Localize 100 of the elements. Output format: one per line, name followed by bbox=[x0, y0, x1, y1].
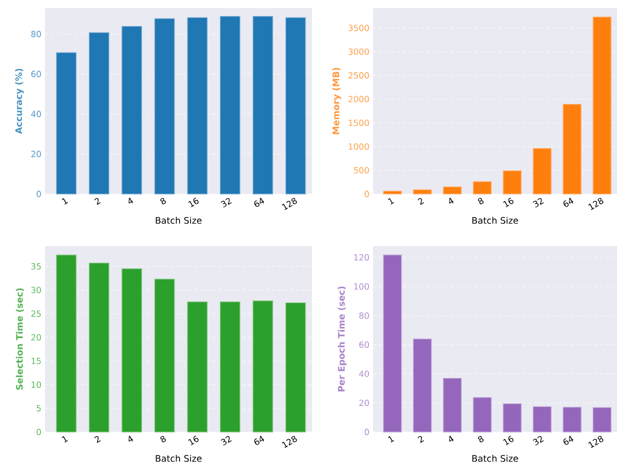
bar bbox=[413, 189, 432, 194]
bar bbox=[252, 16, 274, 194]
bar bbox=[220, 16, 240, 194]
y-tick-label: 5 bbox=[36, 405, 41, 412]
bar bbox=[592, 407, 612, 432]
y-tick-label: 0 bbox=[36, 190, 41, 198]
bar bbox=[502, 403, 522, 432]
bar bbox=[220, 302, 240, 432]
bar bbox=[56, 254, 76, 432]
x-tick-label: 4 bbox=[128, 436, 133, 442]
x-tick-label: 128 bbox=[588, 436, 604, 448]
y-tick-label: 1000 bbox=[348, 143, 369, 150]
x-tick-label: 8 bbox=[478, 198, 484, 204]
bar bbox=[532, 406, 552, 432]
x-tick-label: 64 bbox=[254, 198, 264, 207]
x-tick-label: 4 bbox=[449, 198, 454, 204]
x-tick-label: 4 bbox=[128, 198, 133, 204]
x-tick-label: 1 bbox=[388, 198, 394, 205]
y-tick-label: 40 bbox=[31, 110, 41, 118]
y-tick-label: 3000 bbox=[348, 48, 369, 55]
bar bbox=[88, 262, 110, 432]
y-tick-label: 40 bbox=[359, 370, 369, 377]
y-tick-label: 20 bbox=[359, 400, 369, 406]
x-tick-label: 8 bbox=[160, 198, 166, 204]
x-tick-label: 16 bbox=[503, 436, 514, 446]
x-axis-title: Batch Size bbox=[472, 216, 518, 224]
y-tick-label: 1500 bbox=[348, 120, 369, 126]
bar bbox=[187, 17, 208, 194]
y-tick-label: 20 bbox=[31, 334, 41, 341]
x-axis-title: Batch Size bbox=[472, 454, 518, 462]
bar bbox=[187, 302, 208, 432]
y-tick-label: 80 bbox=[31, 30, 41, 38]
bar bbox=[252, 300, 274, 432]
y-tick-label: 0 bbox=[364, 190, 369, 198]
y-tick-label: 20 bbox=[31, 150, 41, 158]
y-tick-label: 2500 bbox=[348, 72, 369, 79]
x-tick-label: 2 bbox=[418, 436, 424, 443]
x-tick-label: 8 bbox=[478, 436, 484, 442]
bar bbox=[443, 378, 462, 432]
y-axis-title: Per Epoch Time (sec) bbox=[338, 286, 346, 392]
y-tick-label: 10 bbox=[32, 381, 41, 388]
bar bbox=[154, 18, 175, 194]
x-tick-label: 32 bbox=[220, 198, 232, 208]
y-tick-label: 100 bbox=[354, 283, 369, 290]
x-tick-label: 128 bbox=[282, 198, 297, 210]
bar bbox=[285, 302, 306, 432]
bar bbox=[472, 181, 492, 194]
bar bbox=[532, 148, 552, 194]
x-tick-label: 4 bbox=[449, 436, 454, 442]
x-tick-label: 16 bbox=[188, 198, 199, 208]
y-tick-label: 120 bbox=[354, 254, 369, 261]
bar bbox=[285, 17, 306, 194]
bar bbox=[562, 406, 582, 432]
x-tick-label: 32 bbox=[532, 198, 544, 208]
x-tick-label: 16 bbox=[188, 436, 199, 446]
x-tick-label: 2 bbox=[94, 436, 101, 443]
bar bbox=[383, 190, 402, 194]
x-tick-label: 32 bbox=[220, 436, 232, 446]
x-tick-label: 128 bbox=[588, 198, 604, 210]
bar bbox=[88, 32, 110, 194]
x-tick-label: 1 bbox=[62, 198, 68, 205]
bar bbox=[56, 52, 76, 194]
bar bbox=[443, 186, 462, 194]
y-tick-label: 60 bbox=[359, 341, 369, 348]
x-tick-label: 2 bbox=[94, 198, 101, 205]
x-tick-label: 64 bbox=[564, 198, 574, 207]
y-tick-label: 15 bbox=[32, 358, 41, 364]
x-tick-label: 128 bbox=[282, 436, 297, 448]
y-axis-title: Selection Time (sec) bbox=[16, 288, 24, 390]
y-tick-label: 3500 bbox=[348, 24, 369, 32]
bar bbox=[562, 104, 582, 194]
bar bbox=[383, 254, 402, 432]
bar bbox=[472, 397, 492, 432]
y-tick-label: 30 bbox=[31, 286, 41, 294]
y-tick-label: 80 bbox=[359, 312, 369, 319]
bar bbox=[502, 170, 522, 194]
bar bbox=[413, 338, 432, 432]
bar bbox=[154, 278, 175, 432]
x-tick-label: 8 bbox=[160, 436, 166, 442]
y-tick-label: 2000 bbox=[348, 96, 369, 102]
bar bbox=[122, 26, 142, 194]
x-tick-label: 32 bbox=[532, 436, 544, 446]
x-axis-title: Batch Size bbox=[156, 454, 202, 462]
x-tick-label: 2 bbox=[418, 198, 424, 205]
x-tick-label: 16 bbox=[503, 198, 514, 208]
y-tick-label: 60 bbox=[31, 70, 41, 78]
x-tick-label: 1 bbox=[62, 436, 68, 443]
x-tick-label: 64 bbox=[254, 436, 264, 445]
x-tick-label: 1 bbox=[388, 436, 394, 443]
y-tick-label: 35 bbox=[31, 263, 41, 270]
bar bbox=[592, 16, 612, 194]
x-axis-title: Batch Size bbox=[156, 216, 202, 224]
y-axis-title: Memory (MB) bbox=[332, 68, 342, 134]
x-tick-label: 64 bbox=[564, 436, 574, 445]
bar bbox=[122, 268, 142, 432]
y-tick-label: 500 bbox=[354, 167, 369, 174]
y-tick-label: 25 bbox=[31, 310, 41, 317]
y-tick-label: 0 bbox=[364, 428, 369, 436]
y-tick-label: 0 bbox=[36, 428, 41, 436]
y-axis-title: Accuracy (%) bbox=[15, 68, 24, 134]
